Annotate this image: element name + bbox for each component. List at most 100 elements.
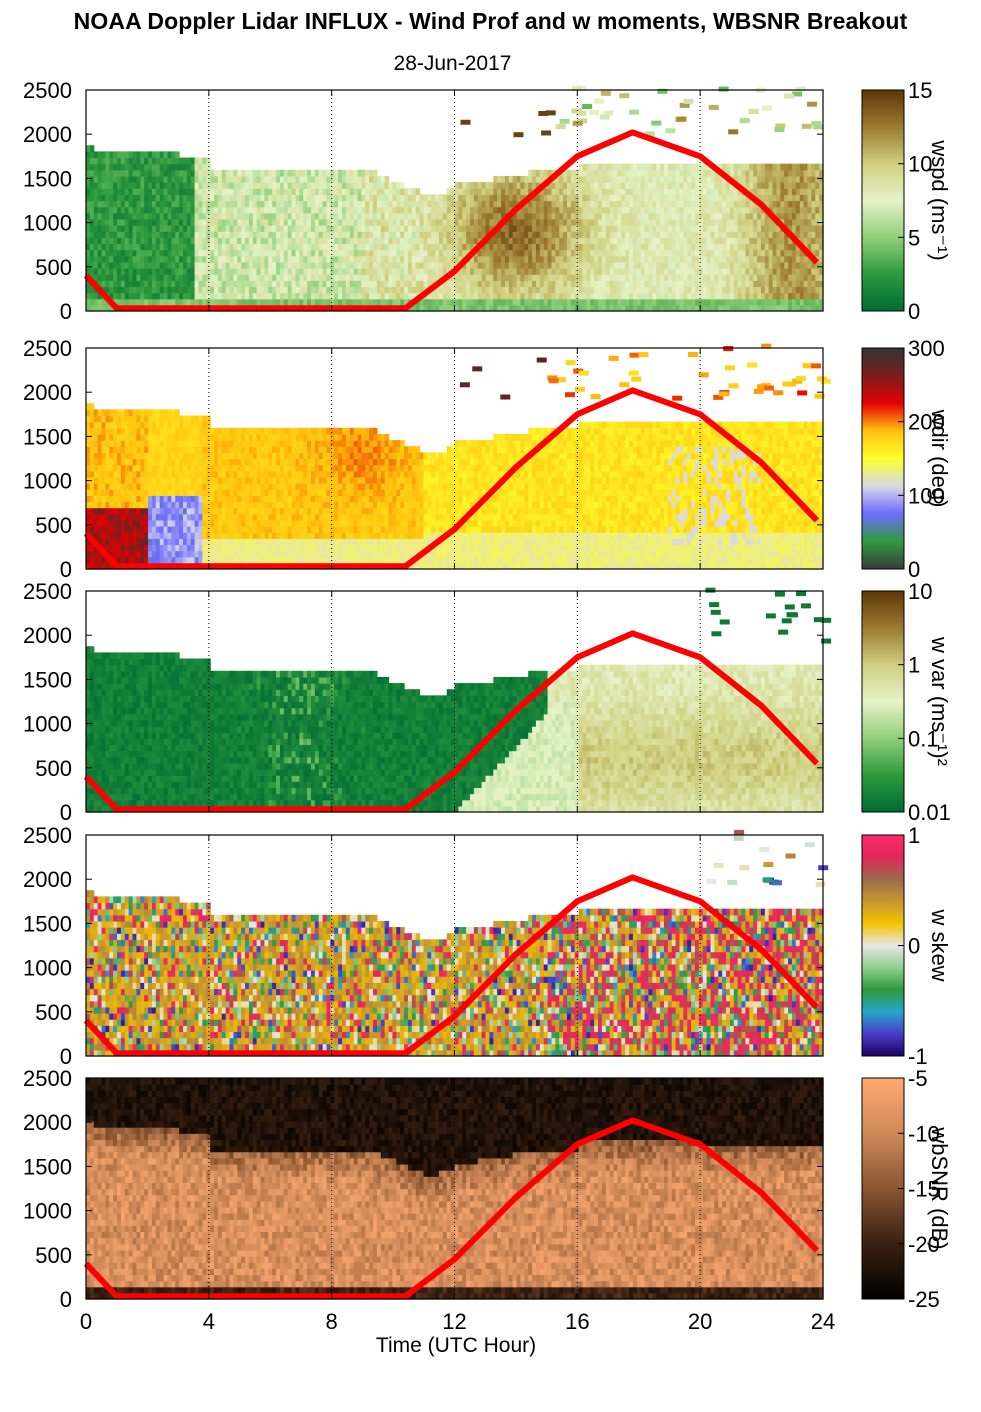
heatmap-cell xyxy=(528,206,533,214)
y-tick-label: 1500 xyxy=(23,166,72,191)
heatmap-cell xyxy=(345,182,351,189)
heatmap-cell xyxy=(295,169,300,177)
heatmap-cell xyxy=(89,255,95,263)
heatmap-cell xyxy=(214,298,219,306)
heatmap-cell xyxy=(318,175,324,183)
heatmap-cell xyxy=(221,225,227,232)
heatmap-cell xyxy=(757,255,762,263)
heatmap-cell xyxy=(745,255,750,263)
heatmap-cell xyxy=(120,489,126,496)
heatmap-cell xyxy=(675,169,681,177)
heatmap-cell xyxy=(117,261,122,269)
heatmap-cell xyxy=(128,556,134,564)
heatmap-cell xyxy=(749,231,754,238)
heatmap-cell xyxy=(128,194,134,202)
heatmap-cell xyxy=(799,261,805,269)
heatmap-cell xyxy=(504,188,510,195)
heatmap-cell xyxy=(617,261,622,269)
heatmap-cell xyxy=(772,237,778,245)
heatmap-cell xyxy=(136,409,141,417)
heatmap-cell xyxy=(636,292,642,300)
heatmap-cell xyxy=(163,237,169,245)
heatmap-cell xyxy=(334,292,339,300)
heatmap-cell xyxy=(373,292,378,300)
heatmap-cell xyxy=(338,292,343,300)
heatmap-cell xyxy=(128,489,134,496)
heatmap-cell xyxy=(629,182,634,189)
heatmap-cell xyxy=(221,280,227,288)
heatmap-cell xyxy=(396,286,401,294)
heatmap-cell xyxy=(148,421,153,429)
heatmap-cell xyxy=(268,298,273,306)
heatmap-cell xyxy=(159,237,165,245)
heatmap-cell xyxy=(322,280,328,288)
heatmap-cell xyxy=(470,298,475,306)
heatmap-cell xyxy=(128,427,134,435)
heatmap-cell xyxy=(791,212,797,220)
heatmap-cell xyxy=(198,249,203,257)
heatmap-cell xyxy=(124,513,130,521)
heatmap-cell xyxy=(283,255,289,263)
heatmap-cell xyxy=(745,237,750,245)
heatmap-cell xyxy=(757,268,762,275)
heatmap-cell xyxy=(694,188,700,195)
heatmap-cell xyxy=(446,212,452,220)
heatmap-cell xyxy=(489,298,494,306)
heatmap-cell xyxy=(376,182,382,189)
heatmap-cell xyxy=(547,255,553,263)
heatmap-cell xyxy=(342,212,347,220)
heatmap-cell xyxy=(342,188,347,195)
heatmap-cell xyxy=(419,218,425,226)
heatmap-cell xyxy=(532,218,537,226)
heatmap-cell xyxy=(109,526,114,533)
heatmap-cell xyxy=(594,292,599,300)
heatmap-cell xyxy=(245,175,250,183)
heatmap-cell xyxy=(512,200,518,208)
heatmap-cell xyxy=(671,261,677,269)
heatmap-cell xyxy=(749,237,754,245)
heatmap-cell xyxy=(117,274,122,281)
heatmap-cell xyxy=(124,243,130,251)
heatmap-cell xyxy=(101,409,106,417)
heatmap-cell xyxy=(175,255,180,263)
heatmap-cell xyxy=(601,249,607,257)
heatmap-cell xyxy=(128,507,134,515)
heatmap-cell xyxy=(132,268,138,275)
heatmap-cell xyxy=(768,163,774,171)
heatmap-cell xyxy=(109,501,114,509)
heatmap-cell xyxy=(644,274,650,281)
heatmap-cell xyxy=(625,212,630,220)
heatmap-cell xyxy=(462,268,467,275)
heatmap-cell xyxy=(683,182,688,189)
heatmap-cell xyxy=(594,225,599,232)
heatmap-cell xyxy=(380,225,386,232)
heatmap-cell xyxy=(365,286,370,294)
heatmap-cell xyxy=(799,182,805,189)
heatmap-cell xyxy=(722,206,727,214)
heatmap-cell xyxy=(93,519,99,527)
heatmap-cell xyxy=(504,304,510,312)
heatmap-cell xyxy=(625,255,630,263)
heatmap-cell xyxy=(435,298,440,306)
heatmap-cell xyxy=(396,206,401,214)
heatmap-cell xyxy=(365,169,370,177)
heatmap-cell xyxy=(566,292,572,300)
heatmap-cell xyxy=(687,255,692,263)
heatmap-cell xyxy=(702,182,708,189)
heatmap-cell xyxy=(803,182,809,189)
heatmap-cell xyxy=(314,212,320,220)
heatmap-cell xyxy=(163,268,169,275)
heatmap-cell xyxy=(788,268,793,275)
heatmap-cell xyxy=(780,188,785,195)
heatmap-cell xyxy=(132,550,138,558)
heatmap-cell xyxy=(179,268,184,275)
heatmap-cell xyxy=(120,483,126,490)
heatmap-cell xyxy=(625,286,630,294)
heatmap-cell xyxy=(726,188,731,195)
heatmap-cell xyxy=(733,255,739,263)
heatmap-cell xyxy=(574,268,580,275)
heatmap-cell xyxy=(369,274,374,281)
heatmap-cell xyxy=(644,268,650,275)
heatmap-cell xyxy=(400,206,405,214)
heatmap-cell xyxy=(753,188,758,195)
